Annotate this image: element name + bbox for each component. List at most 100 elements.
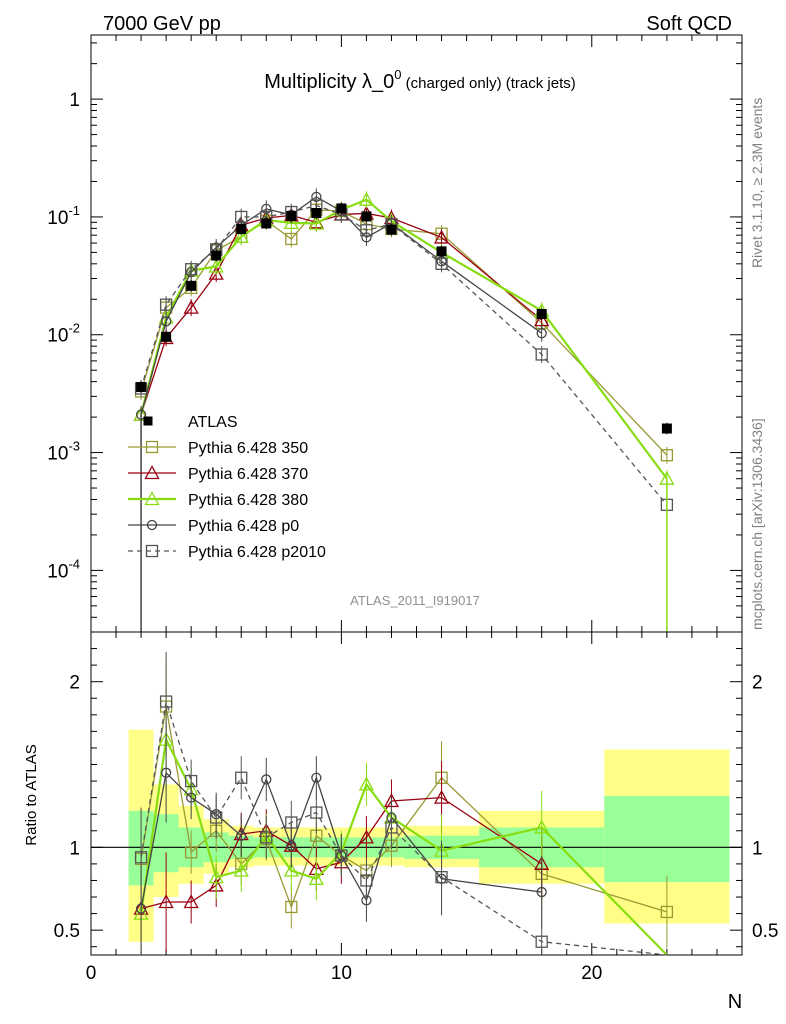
pythia-380-ratio-line — [139, 736, 668, 956]
y-tick-label: 1 — [69, 90, 80, 111]
legend-label-pythia-p0: Pythia 6.428 p0 — [188, 518, 299, 535]
pythia-380-line — [140, 198, 668, 480]
legend-label-pythia-370: Pythia 6.428 370 — [188, 466, 308, 483]
pythia-350-ratio-line — [140, 706, 668, 913]
ratio-y-tick-label-right: 0.5 — [752, 921, 778, 942]
legend-marker-pythia-380 — [144, 491, 160, 506]
plot-title-tail: (charged only) (track jets) — [402, 75, 576, 92]
pythia-380-marker — [308, 215, 324, 230]
plot-title-main: Multiplicity λ_0 — [264, 71, 394, 93]
pythia-p2010-marker — [435, 257, 448, 270]
x-tick-label: 10 — [331, 963, 352, 984]
pythia-p2010-marker — [159, 298, 173, 311]
ratio-y-tick-label: 2 — [69, 673, 80, 694]
pythia-370-ratio-marker — [183, 894, 199, 909]
pythia-p0-ratio-marker — [160, 767, 172, 778]
pythia-370-marker — [208, 265, 224, 280]
pythia-370-marker — [183, 299, 199, 314]
legend-marker-pythia-370 — [144, 465, 160, 480]
x-tick-label: 0 — [86, 963, 97, 984]
pythia-p2010-marker — [535, 348, 548, 361]
ratio-panel: 0 10 20 0.5 0.5 1 1 2 2 — [54, 631, 778, 984]
pythia-p2010-ratio-marker — [235, 771, 248, 784]
atlas-data-point — [136, 382, 147, 393]
y-tick-label: 10-1 — [47, 203, 80, 229]
pythia-380-ratio-marker — [283, 862, 299, 877]
ratio-y-tick-label: 0.5 — [54, 921, 80, 942]
pythia-p0-ratio-marker — [261, 774, 272, 785]
atlas-data-point — [436, 246, 447, 257]
pythia-p2010-ratio-marker — [210, 811, 223, 824]
pythia-p2010-marker — [360, 224, 373, 237]
pythia-370-line — [140, 212, 543, 415]
pythia-370-ratio-marker — [158, 894, 174, 909]
pythia-p2010-ratio-marker — [134, 851, 148, 864]
atlas-data-point — [361, 211, 372, 222]
pythia-350-ratio-marker — [285, 900, 298, 914]
header-right: Soft QCD — [646, 13, 732, 35]
pythia-p2010-marker — [185, 263, 198, 276]
pythia-p2010-marker — [235, 210, 248, 224]
atlas-data-point — [236, 223, 247, 234]
legend-label-pythia-350: Pythia 6.428 350 — [188, 440, 308, 457]
atlas-data-point — [386, 224, 397, 235]
pythia-380-marker — [283, 215, 299, 230]
mcplots-label: mcplots.cern.ch [arXiv:1306.3436] — [749, 418, 765, 630]
ratio-y-tick-label-right: 1 — [752, 838, 763, 859]
y-tick-label: 10-4 — [47, 556, 80, 582]
ratio-y-tick-label: 1 — [69, 838, 80, 859]
pythia-380-marker — [358, 191, 375, 206]
legend-marker-pythia-350 — [145, 440, 159, 454]
ratio-y-tick-label-right: 2 — [752, 673, 763, 694]
pythia-p2010-ratio-marker — [285, 816, 298, 829]
pythia-p2010-ratio-marker — [260, 831, 273, 844]
pythia-370-marker — [433, 229, 450, 244]
rivet-version-label: Rivet 3.1.10, ≥ 2.3M events — [749, 98, 765, 268]
pythia-p0-marker — [536, 328, 547, 339]
pythia-370-ratio-marker — [358, 829, 375, 844]
pythia-350-marker — [660, 449, 674, 462]
analysis-label: ATLAS_2011_I919017 — [350, 593, 480, 608]
legend-marker-pythia-p0 — [146, 519, 158, 531]
pythia-380-ratio-marker — [208, 869, 224, 884]
pythia-350-ratio-marker — [660, 905, 674, 919]
pythia-p0-ratio-marker — [236, 830, 247, 841]
atlas-data-point — [161, 331, 172, 342]
legend-marker-pythia-p2010 — [145, 544, 159, 558]
pythia-350-marker — [285, 232, 298, 246]
atlas-data-point — [661, 423, 672, 434]
pythia-p0-line — [140, 196, 543, 415]
pythia-380-ratio-marker — [358, 776, 375, 791]
y-tick-label: 10-3 — [47, 439, 80, 465]
pythia-380-marker — [208, 258, 224, 273]
atlas-data-point — [311, 207, 322, 218]
ratio-band-inner — [604, 795, 730, 883]
atlas-data-point — [286, 210, 297, 221]
pythia-p0-ratio-marker — [536, 886, 547, 898]
pythia-380-ratio-marker — [308, 870, 324, 885]
ratio-frame — [90, 631, 743, 956]
legend: ATLAS Pythia 6.428 350 Pythia 6.428 370 Pyt… — [128, 414, 326, 561]
pythia-370-ratio-marker — [433, 789, 450, 804]
pythia-p2010-ratio-marker — [335, 849, 348, 862]
atlas-data-point — [261, 218, 272, 229]
pythia-350-ratio-marker — [185, 846, 198, 859]
pythia-p0-marker — [160, 316, 172, 327]
pythia-p0-ratio-marker — [311, 772, 322, 783]
pythia-380-ratio-marker — [534, 819, 550, 834]
pythia-p2010-ratio-marker — [535, 935, 548, 948]
atlas-data-point — [336, 203, 347, 214]
plot-title: Multiplicity λ_00 (charged only) (track … — [264, 67, 576, 93]
legend-label-pythia-p2010: Pythia 6.428 p2010 — [188, 544, 326, 561]
pythia-p2010-ratio-marker — [310, 806, 323, 819]
atlas-data-point — [211, 250, 222, 261]
pythia-p2010-ratio-marker — [185, 774, 198, 788]
atlas-data-point — [186, 280, 197, 291]
legend-label-pythia-380: Pythia 6.428 380 — [188, 492, 308, 509]
x-axis-label: N — [728, 991, 742, 1013]
legend-label-atlas: ATLAS — [188, 414, 238, 431]
main-frame — [90, 34, 743, 633]
ratio-y-axis-label: Ratio to ATLAS — [23, 744, 40, 845]
y-tick-label: 10-2 — [47, 321, 80, 347]
